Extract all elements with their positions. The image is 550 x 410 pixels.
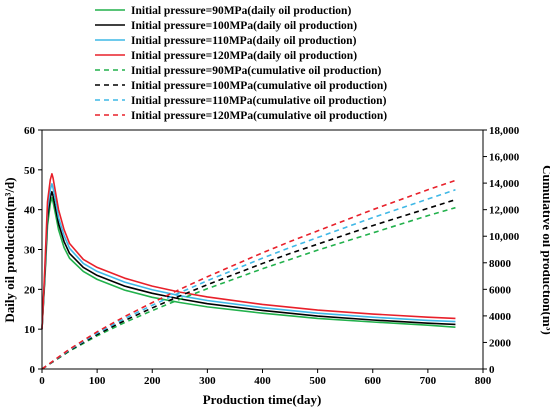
- y-right-tick-label: 14,000: [489, 178, 520, 190]
- x-tick-label: 800: [475, 375, 492, 387]
- series-line-1: [41, 196, 456, 330]
- y-left-tick-label: 50: [24, 165, 36, 177]
- y-right-tick-label: 12,000: [489, 205, 520, 217]
- y-right-tick-label: 2000: [489, 337, 512, 349]
- legend-label-1: Initial pressure=90MPa(daily oil product…: [131, 5, 351, 17]
- y-right-tick-label: 0: [489, 364, 495, 376]
- y-left-tick-label: 0: [30, 364, 36, 376]
- plot-area: [41, 173, 456, 370]
- legend-label-2: Initial pressure=100MPa(daily oil produc…: [131, 20, 357, 32]
- y-right-tick-label: 6000: [489, 284, 512, 296]
- y-left-tick-label: 30: [24, 245, 36, 257]
- x-tick-label: 300: [199, 375, 216, 387]
- legend: Initial pressure=90MPa(daily oil product…: [95, 5, 387, 122]
- x-axis-title: Production time(day): [203, 392, 322, 407]
- x-tick-label: 100: [89, 375, 106, 387]
- y-left-tick-label: 10: [24, 324, 36, 336]
- y-right-tick-label: 18,000: [489, 125, 520, 137]
- series-line-2: [41, 190, 456, 330]
- x-tick-label: 600: [365, 375, 382, 387]
- axes: 0 100 200 300 400 500 600 700 800010203040506002…: [24, 125, 520, 387]
- series-line-8: [41, 179, 456, 370]
- y-left-axis-title: Daily oil production(m³/d): [2, 177, 17, 322]
- legend-label-7: Initial pressure=110MPa(cumulative oil p…: [131, 95, 387, 107]
- series-line-5: [41, 206, 456, 370]
- y-right-tick-label: 10,000: [489, 231, 520, 243]
- series-line-7: [41, 188, 456, 370]
- y-left-tick-label: 20: [24, 284, 36, 296]
- legend-label-6: Initial pressure=100MPa(cumulative oil p…: [131, 80, 387, 92]
- x-tick-label: 700: [420, 375, 437, 387]
- legend-label-3: Initial pressure=110MPa(daily oil produc…: [131, 35, 357, 47]
- x-tick-label: 500: [309, 375, 326, 387]
- y-right-tick-label: 8000: [489, 258, 512, 270]
- legend-label-8: Initial pressure=120MPa(cumulative oil p…: [131, 110, 387, 122]
- y-right-tick-label: 16,000: [489, 152, 520, 164]
- legend-label-5: Initial pressure=90MPa(cumulative oil pr…: [131, 65, 381, 77]
- series-line-3: [41, 182, 456, 330]
- plot-frame: [41, 129, 484, 370]
- x-tick-label: 400: [254, 375, 271, 387]
- series-line-4: [41, 173, 456, 330]
- y-right-axis-title: Cumulative oil production(m³): [540, 165, 550, 335]
- y-right-tick-label: 4000: [489, 311, 512, 323]
- legend-label-4: Initial pressure=120MPa(daily oil produc…: [131, 50, 357, 62]
- x-tick-label: 200: [144, 375, 161, 387]
- y-left-tick-label: 40: [24, 205, 36, 217]
- series-line-6: [41, 198, 456, 370]
- y-left-tick-label: 60: [24, 125, 36, 137]
- x-tick-label: 0: [39, 375, 45, 387]
